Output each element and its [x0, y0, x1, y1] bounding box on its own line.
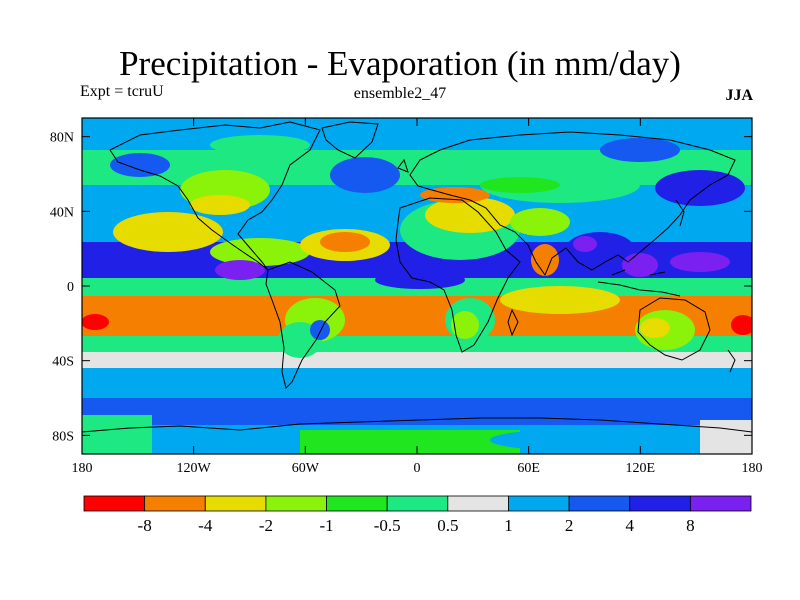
- y-tick-label: 40N: [50, 205, 74, 220]
- colorbar-swatch: [386, 495, 449, 512]
- x-tick-label: 0: [414, 461, 421, 476]
- x-tick-label: 120E: [626, 461, 656, 476]
- coastline-madagascar: [507, 308, 519, 337]
- field-region: [82, 314, 109, 330]
- coastline-uk: [397, 158, 409, 173]
- colorbar-swatch: [447, 495, 509, 512]
- y-tick-label: 40S: [52, 355, 74, 370]
- precip-field: [82, 118, 752, 454]
- colorbar: -8 -4 -2 -1 -0.5 0.5 1 2 4 8: [83, 495, 752, 535]
- x-tick-label: 60E: [517, 461, 540, 476]
- coastline-antarctica: [82, 417, 752, 433]
- x-axis: 180 120W 60W 0 60E 120E 180: [72, 118, 763, 476]
- field-region: [531, 244, 559, 276]
- colorbar-swatch: [265, 495, 327, 512]
- x-tick-label: 180: [72, 461, 93, 476]
- field-region: [210, 238, 310, 266]
- field-region: [320, 232, 370, 252]
- field-region: [425, 197, 515, 233]
- colorbar-label: 1: [504, 516, 513, 535]
- y-tick-label: 80N: [50, 131, 74, 146]
- field-region: [310, 320, 330, 340]
- field-region: [330, 157, 400, 193]
- coastline-south-america: [265, 261, 341, 389]
- y-axis: 80N 40N 0 40S 80S: [50, 131, 752, 444]
- field-region: [82, 352, 752, 370]
- colorbar-swatch: [144, 495, 206, 512]
- field-region: [731, 315, 752, 335]
- colorbar-label: 4: [625, 516, 634, 535]
- field-region: [480, 177, 560, 193]
- coastline-new-zealand: [727, 349, 736, 373]
- colorbar-label: 8: [686, 516, 695, 535]
- field-region: [622, 253, 658, 277]
- field-region: [451, 311, 479, 339]
- field-region: [210, 135, 310, 155]
- colorbar-swatch: [568, 495, 631, 512]
- season-label: JJA: [725, 87, 753, 104]
- colorbar-label: -0.5: [374, 516, 401, 535]
- coastline-japan: [675, 199, 685, 227]
- x-tick-label: 180: [742, 461, 763, 476]
- field-region: [500, 286, 620, 314]
- colorbar-swatch: [204, 495, 267, 512]
- colorbar-label: -1: [319, 516, 333, 535]
- colorbar-label: -2: [259, 516, 273, 535]
- field-region: [82, 336, 752, 354]
- field-region: [215, 260, 265, 280]
- colorbar-swatch: [508, 495, 570, 512]
- colorbar-label: -4: [198, 516, 213, 535]
- field-region: [600, 138, 680, 162]
- field-region: [700, 420, 752, 454]
- y-tick-label: 0: [67, 280, 74, 295]
- coastline-greenland: [321, 121, 379, 159]
- field-region: [640, 318, 670, 338]
- field-region: [190, 195, 250, 215]
- colorbar-swatch: [629, 495, 691, 512]
- field-region: [110, 153, 170, 177]
- field-region: [300, 430, 520, 454]
- coastline-eurasia: [409, 131, 736, 277]
- field-region: [113, 212, 223, 252]
- colorbar-label: -8: [138, 516, 152, 535]
- field-region: [510, 208, 570, 236]
- field-region: [655, 170, 745, 206]
- field-region: [573, 236, 597, 252]
- colorbar-swatch: [83, 495, 146, 512]
- plot-title: Precipitation - Evaporation (in mm/day): [119, 44, 681, 83]
- coastlines: [82, 121, 752, 433]
- colorbar-swatch: [689, 495, 752, 512]
- colorbar-label: 0.5: [437, 516, 458, 535]
- coastline-indonesia: [597, 269, 681, 297]
- coastline-australia: [637, 297, 711, 361]
- experiment-label: Expt = tcruU: [80, 83, 164, 100]
- y-tick-label: 80S: [52, 429, 74, 444]
- field-region: [670, 252, 730, 272]
- x-tick-label: 60W: [292, 461, 320, 476]
- coastline-africa: [395, 197, 521, 353]
- field-region: [420, 187, 490, 203]
- colorbar-label: 2: [565, 516, 574, 535]
- field-region: [82, 415, 152, 454]
- run-name-label: ensemble2_47: [353, 85, 447, 102]
- field-region: [490, 430, 630, 450]
- colorbar-swatch: [326, 495, 388, 512]
- coastline-north-america: [109, 121, 321, 271]
- x-tick-label: 120W: [177, 461, 212, 476]
- field-region: [82, 368, 752, 398]
